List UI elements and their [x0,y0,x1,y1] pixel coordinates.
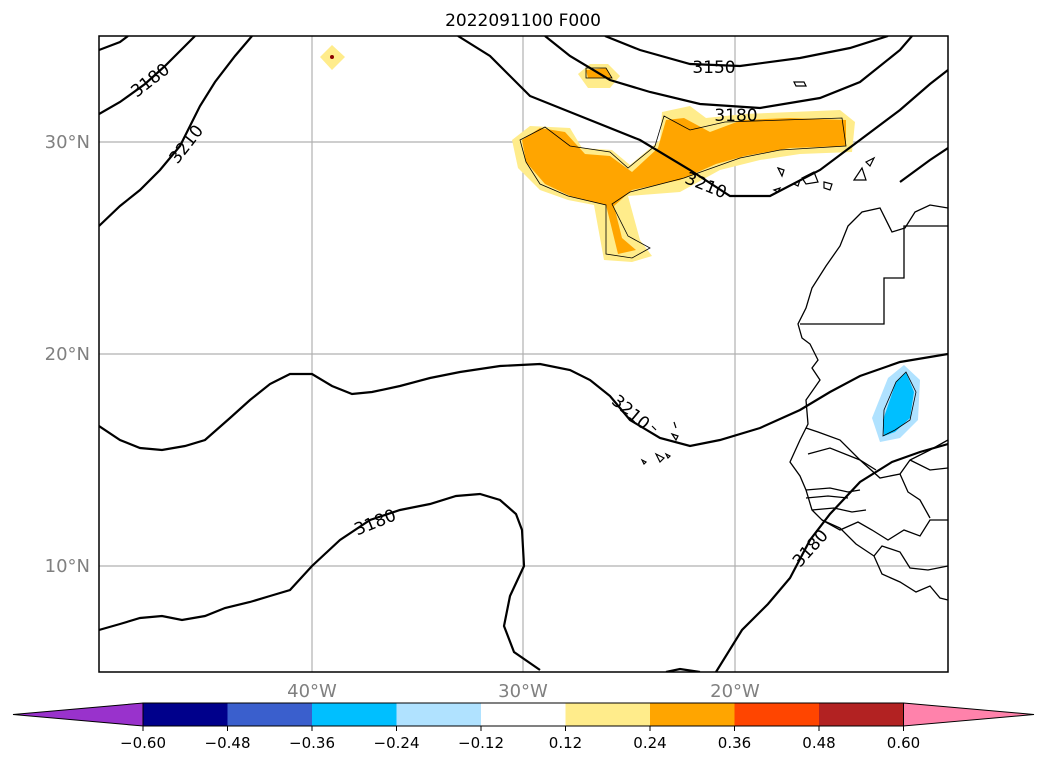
contour-north-small [99,36,129,52]
positive-anomaly-orange [522,118,846,254]
map-frame [98,35,949,673]
map-area: 3180 3210 3150 3180 3210 3210 3180 3180 [99,36,948,672]
contour-label: 3150 [692,58,735,78]
contour-label: 3210 [607,391,653,434]
colorbar-segment [650,703,735,726]
border-guinea [821,519,948,541]
contour-3180-north [544,36,913,110]
contour-label: 3180 [127,60,173,102]
colorbar-tick-label: −0.24 [374,734,420,752]
contour-3210-north [457,36,948,198]
contour-3180-northwest [99,36,196,115]
canary-islands [772,156,876,193]
border-mauritania-senegal [807,447,877,471]
anomaly-outlines [519,67,917,437]
contour-bottom-fragment [665,667,701,672]
colorbar-tick-label: −0.36 [289,734,335,752]
colorbar-tick-label: −0.12 [458,734,504,752]
colorbar-segment [396,703,481,726]
border-mauritania-mali [805,427,948,479]
lon-label-20w: 20°W [710,681,760,702]
longitude-labels: 40°W 30°W 20°W [287,681,760,702]
contour-label: 3180 [714,106,757,126]
island-madeira [793,81,807,87]
contour-3210-northwest [99,36,253,227]
border-guinea-bissau [811,507,867,513]
border-mali-interior [899,459,948,519]
border-sierra-leone [873,545,948,571]
outline-blue [882,371,917,437]
islands [623,81,876,466]
outline-north [585,67,613,79]
latitude-labels: 30°N 20°N 10°N [45,132,90,577]
contour-northeast-edge [899,147,948,183]
negative-anomaly-blue [883,372,914,436]
colorbar-extend-min [12,702,144,727]
cape-verde-islands [623,411,679,466]
colorbar-tick-label: −0.60 [120,734,166,752]
map-title: 2022091100 F000 [445,11,601,31]
colorbar-segment [734,703,819,726]
height-contours [99,36,948,672]
colorbar-tick-label: 0.12 [549,734,582,752]
border-western-sahara [800,225,948,325]
coastline-africa [789,204,948,601]
contour-labels: 3180 3210 3150 3180 3210 3210 3180 3180 [127,58,832,571]
anomaly-dot-center [330,55,334,59]
colorbar-tick-label: 0.48 [802,734,835,752]
border-gambia [805,487,861,499]
contour-3210-middle [99,352,948,452]
outline-orange [519,115,847,259]
lat-label-30n: 30°N [45,132,90,153]
contour-label: 3180 [789,526,833,572]
colorbar-tick-label: 0.60 [887,734,920,752]
lat-label-10n: 10°N [45,556,90,577]
contour-label: 3180 [352,506,400,541]
coastlines [789,204,948,601]
contour-3150-north [604,36,889,68]
colorbar-tick-label: −0.48 [205,734,251,752]
contour-3180-southeast [715,442,948,672]
colorbar: −0.60 −0.48 −0.36 −0.24 −0.12 0.12 0.24 0.36 0.4… [12,702,1035,752]
colorbar-tick-label: 0.36 [718,734,751,752]
contour-3180-south [99,492,541,671]
colorbar-tick-label: 0.24 [633,734,666,752]
colorbar-segment [565,703,650,726]
lon-label-30w: 30°W [498,681,548,702]
colorbar-extend-max [903,702,1035,727]
colorbar-segment [312,703,397,726]
colorbar-outline [142,702,904,727]
colorbar-segment [227,703,312,726]
colorbar-segment [481,703,566,726]
lat-label-20n: 20°N [45,344,90,365]
shaded-anomalies [320,45,920,442]
colorbar-segment [143,703,228,726]
lon-label-40w: 40°W [287,681,337,702]
colorbar-segment [819,703,904,726]
contour-label: 3210 [166,121,208,167]
